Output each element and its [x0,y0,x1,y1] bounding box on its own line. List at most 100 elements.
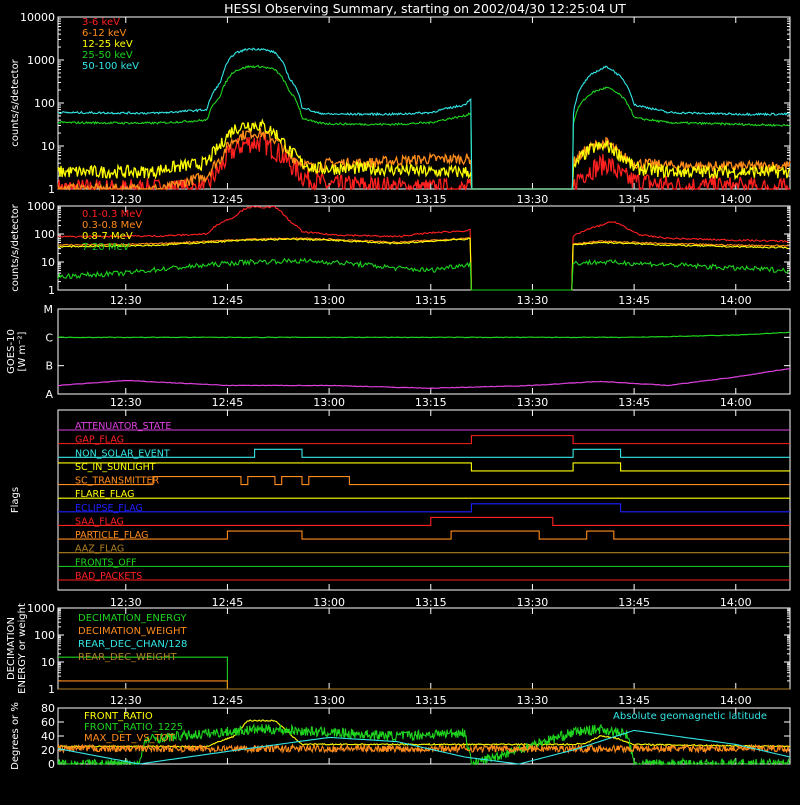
x-tick-label: 13:30 [517,396,549,409]
series-line-3 [57,257,790,291]
legend-entry: 50-100 keV [82,61,139,72]
panel-0-ylabel: counts/s/detector [10,58,21,146]
legend-entry: DECIMATION_WEIGHT [78,626,187,637]
y-tick-label: C [45,331,53,344]
legend-entry: 25-50 keV [82,50,133,61]
latitude-annotation: Absolute geomagnetic latitude [613,711,767,722]
x-tick-label: 13:00 [313,193,345,206]
figure-title: HESSI Observing Summary, starting on 200… [224,1,626,16]
legend-entry: 0.1-0.3 MeV [82,209,142,220]
ylabel-line: DECIMATION [6,617,17,680]
flag-trace-4 [58,475,790,486]
x-tick-label: 13:00 [313,596,345,609]
x-tick-label: 13:30 [517,596,549,609]
legend-entry: 7-20 MeV [82,242,130,253]
flag-label: SC_TRANSMITTER [75,476,160,487]
flag-label: GAP_FLAG [75,435,124,446]
x-tick-label: 13:45 [618,596,650,609]
ratio-line-3 [57,729,791,765]
y-tick-label: 60 [41,716,55,729]
x-tick-label: 13:45 [618,396,650,409]
legend-entry: REAR_DEC_WEIGHT [78,652,177,663]
ylabel: Degrees or % [10,702,21,770]
x-tick-label: 12:45 [212,596,244,609]
flag-trace-8 [58,530,790,540]
x-tick-label: 13:30 [517,294,549,307]
flag-trace-6 [58,503,790,513]
x-tick-label: 12:30 [110,596,142,609]
legend-entry: DECIMATION_ENERGY [78,613,187,624]
y-tick-label: 10 [41,656,55,669]
legend-entry: 3-6 keV [82,17,120,28]
legend-entry: 12-25 keV [82,39,133,50]
x-tick-label: 13:15 [415,193,447,206]
series-line-0 [57,133,790,192]
y-tick-label: 10000 [20,11,55,24]
ylabel: Flags [10,487,21,513]
y-tick-label: 10 [41,140,55,153]
panel-3-ylabel: Flags [10,487,21,513]
ylabel-line: [W m⁻²] [17,331,28,371]
ratio-line-2 [57,743,790,755]
goes-line-0 [57,331,791,339]
ylabel-line: GOES-10 [6,329,17,374]
series-line-1 [57,127,791,192]
x-tick-label: 12:45 [212,694,244,707]
legend-entry: FRONT_RATIO [84,711,153,722]
ylabel-line: ENERGY or weight [17,603,28,694]
flag-trace-2 [58,448,790,458]
x-tick-label: 14:00 [720,396,752,409]
goes-line-1 [57,367,791,389]
x-tick-label: 13:00 [313,294,345,307]
ratio-line-1 [57,723,790,767]
flag-label: FLARE_FLAG [75,489,135,500]
y-tick-label: 20 [41,744,55,757]
x-tick-label: 13:45 [618,694,650,707]
x-tick-label: 13:30 [517,193,549,206]
series-line-3 [57,64,791,190]
series-line-2 [57,237,789,291]
y-tick-label: 80 [41,702,55,715]
legend-entry: FRONT_RATIO_1225 [84,722,183,733]
y-tick-label: 1000 [27,200,55,213]
x-tick-label: 12:45 [212,294,244,307]
legend-entry: 0.3-0.8 MeV [82,220,142,231]
x-tick-label: 13:45 [618,193,650,206]
y-tick-label: A [45,388,53,401]
x-tick-label: 12:30 [110,294,142,307]
series-line-4 [57,47,791,190]
flag-label: ATTENUATOR_STATE [75,421,171,432]
x-tick-label: 13:30 [517,694,549,707]
x-tick-label: 13:15 [415,694,447,707]
panel-5-ylabel: Degrees or % [10,702,21,770]
y-tick-label: 100 [34,629,55,642]
flag-label: AAZ_FLAG [75,544,124,555]
panel-2-frame [57,308,791,395]
x-tick-label: 14:00 [720,596,752,609]
flag-label: SC_IN_SUNLIGHT [75,462,156,473]
legend-entry: 0.8-7 MeV [82,231,133,242]
flag-label: FRONTS_OFF [75,557,137,568]
panel-1-ylabel: counts/s/detector [10,203,21,291]
x-tick-label: 12:30 [110,396,142,409]
x-tick-label: 13:15 [415,396,447,409]
y-tick-label: 1000 [27,602,55,615]
y-tick-label: 100 [34,228,55,241]
y-tick-label: 1000 [27,54,55,67]
y-tick-label: 40 [41,730,55,743]
legend-entry: 6-12 keV [82,28,126,39]
x-tick-label: 14:00 [720,294,752,307]
panel-1-frame [57,205,791,291]
x-tick-label: 13:15 [415,294,447,307]
series-line-0 [57,205,789,291]
flag-trace-1 [58,435,790,445]
ratio-line-0 [57,719,791,748]
x-tick-label: 12:45 [212,193,244,206]
y-tick-label: 1 [48,284,55,297]
y-tick-label: M [44,303,54,316]
series-line-1 [57,237,789,291]
flag-label: ECLIPSE_FLAG [75,503,143,514]
x-tick-label: 13:00 [313,396,345,409]
